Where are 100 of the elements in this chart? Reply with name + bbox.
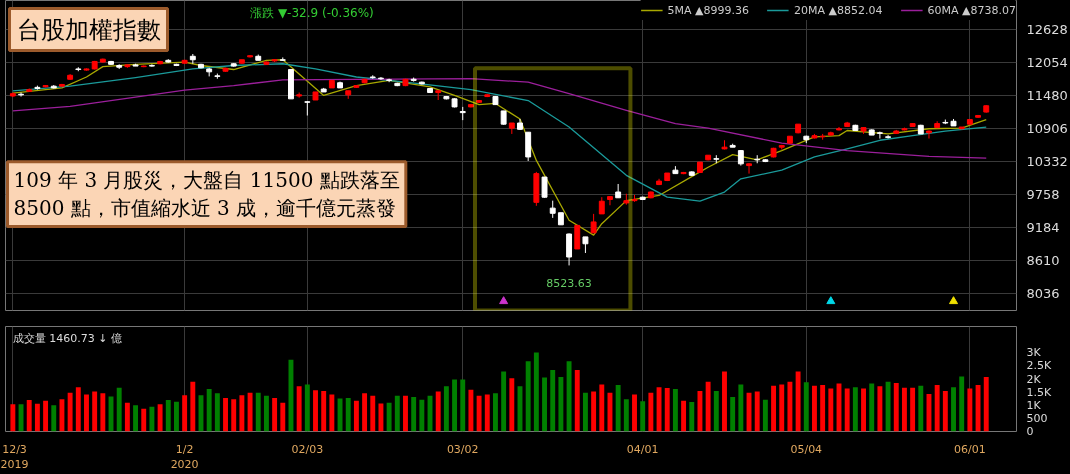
bar [214,393,220,432]
y-tick-label: 2.5K [1026,359,1052,373]
bar [10,404,16,432]
x-tick-label: 1/2 2020 [170,442,199,472]
bar [550,370,556,432]
bar [174,401,179,432]
candlestick [566,232,573,266]
bar [34,403,40,432]
bar [795,371,801,432]
bar [337,398,343,432]
bar [75,387,81,432]
bar [738,384,744,432]
y-tick-label: 9758 [1026,186,1060,202]
bar [141,408,147,432]
bar [321,391,327,432]
bar [272,397,278,432]
bar [632,394,637,432]
candlestick [574,224,581,250]
bar [951,387,956,432]
bar [689,402,695,432]
x-tick-label: 03/02 [446,442,479,456]
bar [509,378,515,432]
bar [599,384,605,432]
bar [239,395,245,432]
bar [754,391,760,432]
text: 109 年 3 月股災，大盤自 11500 點跌落至 8500 點，市值縮水近 3 成，逾千億元蒸發 [13,167,400,221]
candlestick [607,196,613,206]
bar [493,393,498,432]
x-tick-label: 12/3 2019 [0,442,29,472]
bar [582,392,588,432]
bar [84,394,89,432]
bar [133,405,139,432]
candlestick [541,176,548,199]
bar [861,388,866,432]
bar [411,397,417,432]
line-series [12,78,987,159]
bar [533,352,539,432]
bar [435,391,441,432]
bar [468,389,474,432]
bar [967,388,973,432]
y-tick-label: 9184 [1026,219,1060,235]
y-tick-label: 2K [1026,372,1042,386]
y-tick-label: 8610 [1026,252,1060,268]
bar [100,393,106,432]
x-tick-label: 06/01 [954,442,986,456]
legend-label: 5MA ▲8999.36 [667,3,750,17]
bar [722,371,727,432]
bar [713,391,719,432]
bar [345,397,351,432]
candlestick [926,129,932,140]
bar [370,395,376,432]
candlestick [148,63,155,68]
x-tick-label: 02/03 [291,442,324,456]
bar [910,387,916,432]
bar [771,385,777,432]
bar [803,382,809,432]
bar [43,400,49,432]
bar [26,400,32,432]
bar [681,400,687,432]
candlestick [746,162,752,175]
bar [116,387,122,432]
bar [697,391,703,432]
bar [165,400,171,432]
y-tick-label: 12628 [1026,21,1068,37]
bar [394,395,400,432]
bar [403,395,408,432]
bar [672,388,678,432]
annotation: 成交量 1460.73 ↓ 億 [12,331,123,345]
bar [476,395,482,432]
bar [296,386,302,432]
bar [934,385,940,432]
bar [664,387,670,432]
bar [255,392,261,432]
bar [484,394,490,432]
y-tick-label: 10332 [1026,153,1068,169]
bar [893,382,899,432]
candlestick [876,131,883,140]
bar [648,392,654,432]
x-tick-label: 04/01 [626,442,659,456]
bar [525,361,531,432]
bar [386,402,392,432]
annotation: 8523.63 [546,277,592,291]
candlestick [885,134,892,140]
bar [844,388,850,432]
bar [959,376,965,432]
bar [182,395,188,432]
bar [656,387,662,432]
bar [705,381,711,432]
bar [206,388,212,432]
bar [983,376,989,432]
bar [828,388,834,432]
legend-label: 60MA ▲8738.07 [927,3,1016,17]
text: 台股加權指數 [16,15,161,44]
bar [247,392,253,432]
bar [59,399,65,432]
bar [304,384,310,432]
bar [329,394,335,432]
annotation: 漲跌 ▼-32.9 (-0.36%) [250,5,374,20]
bar [975,385,981,432]
bar [877,386,883,432]
